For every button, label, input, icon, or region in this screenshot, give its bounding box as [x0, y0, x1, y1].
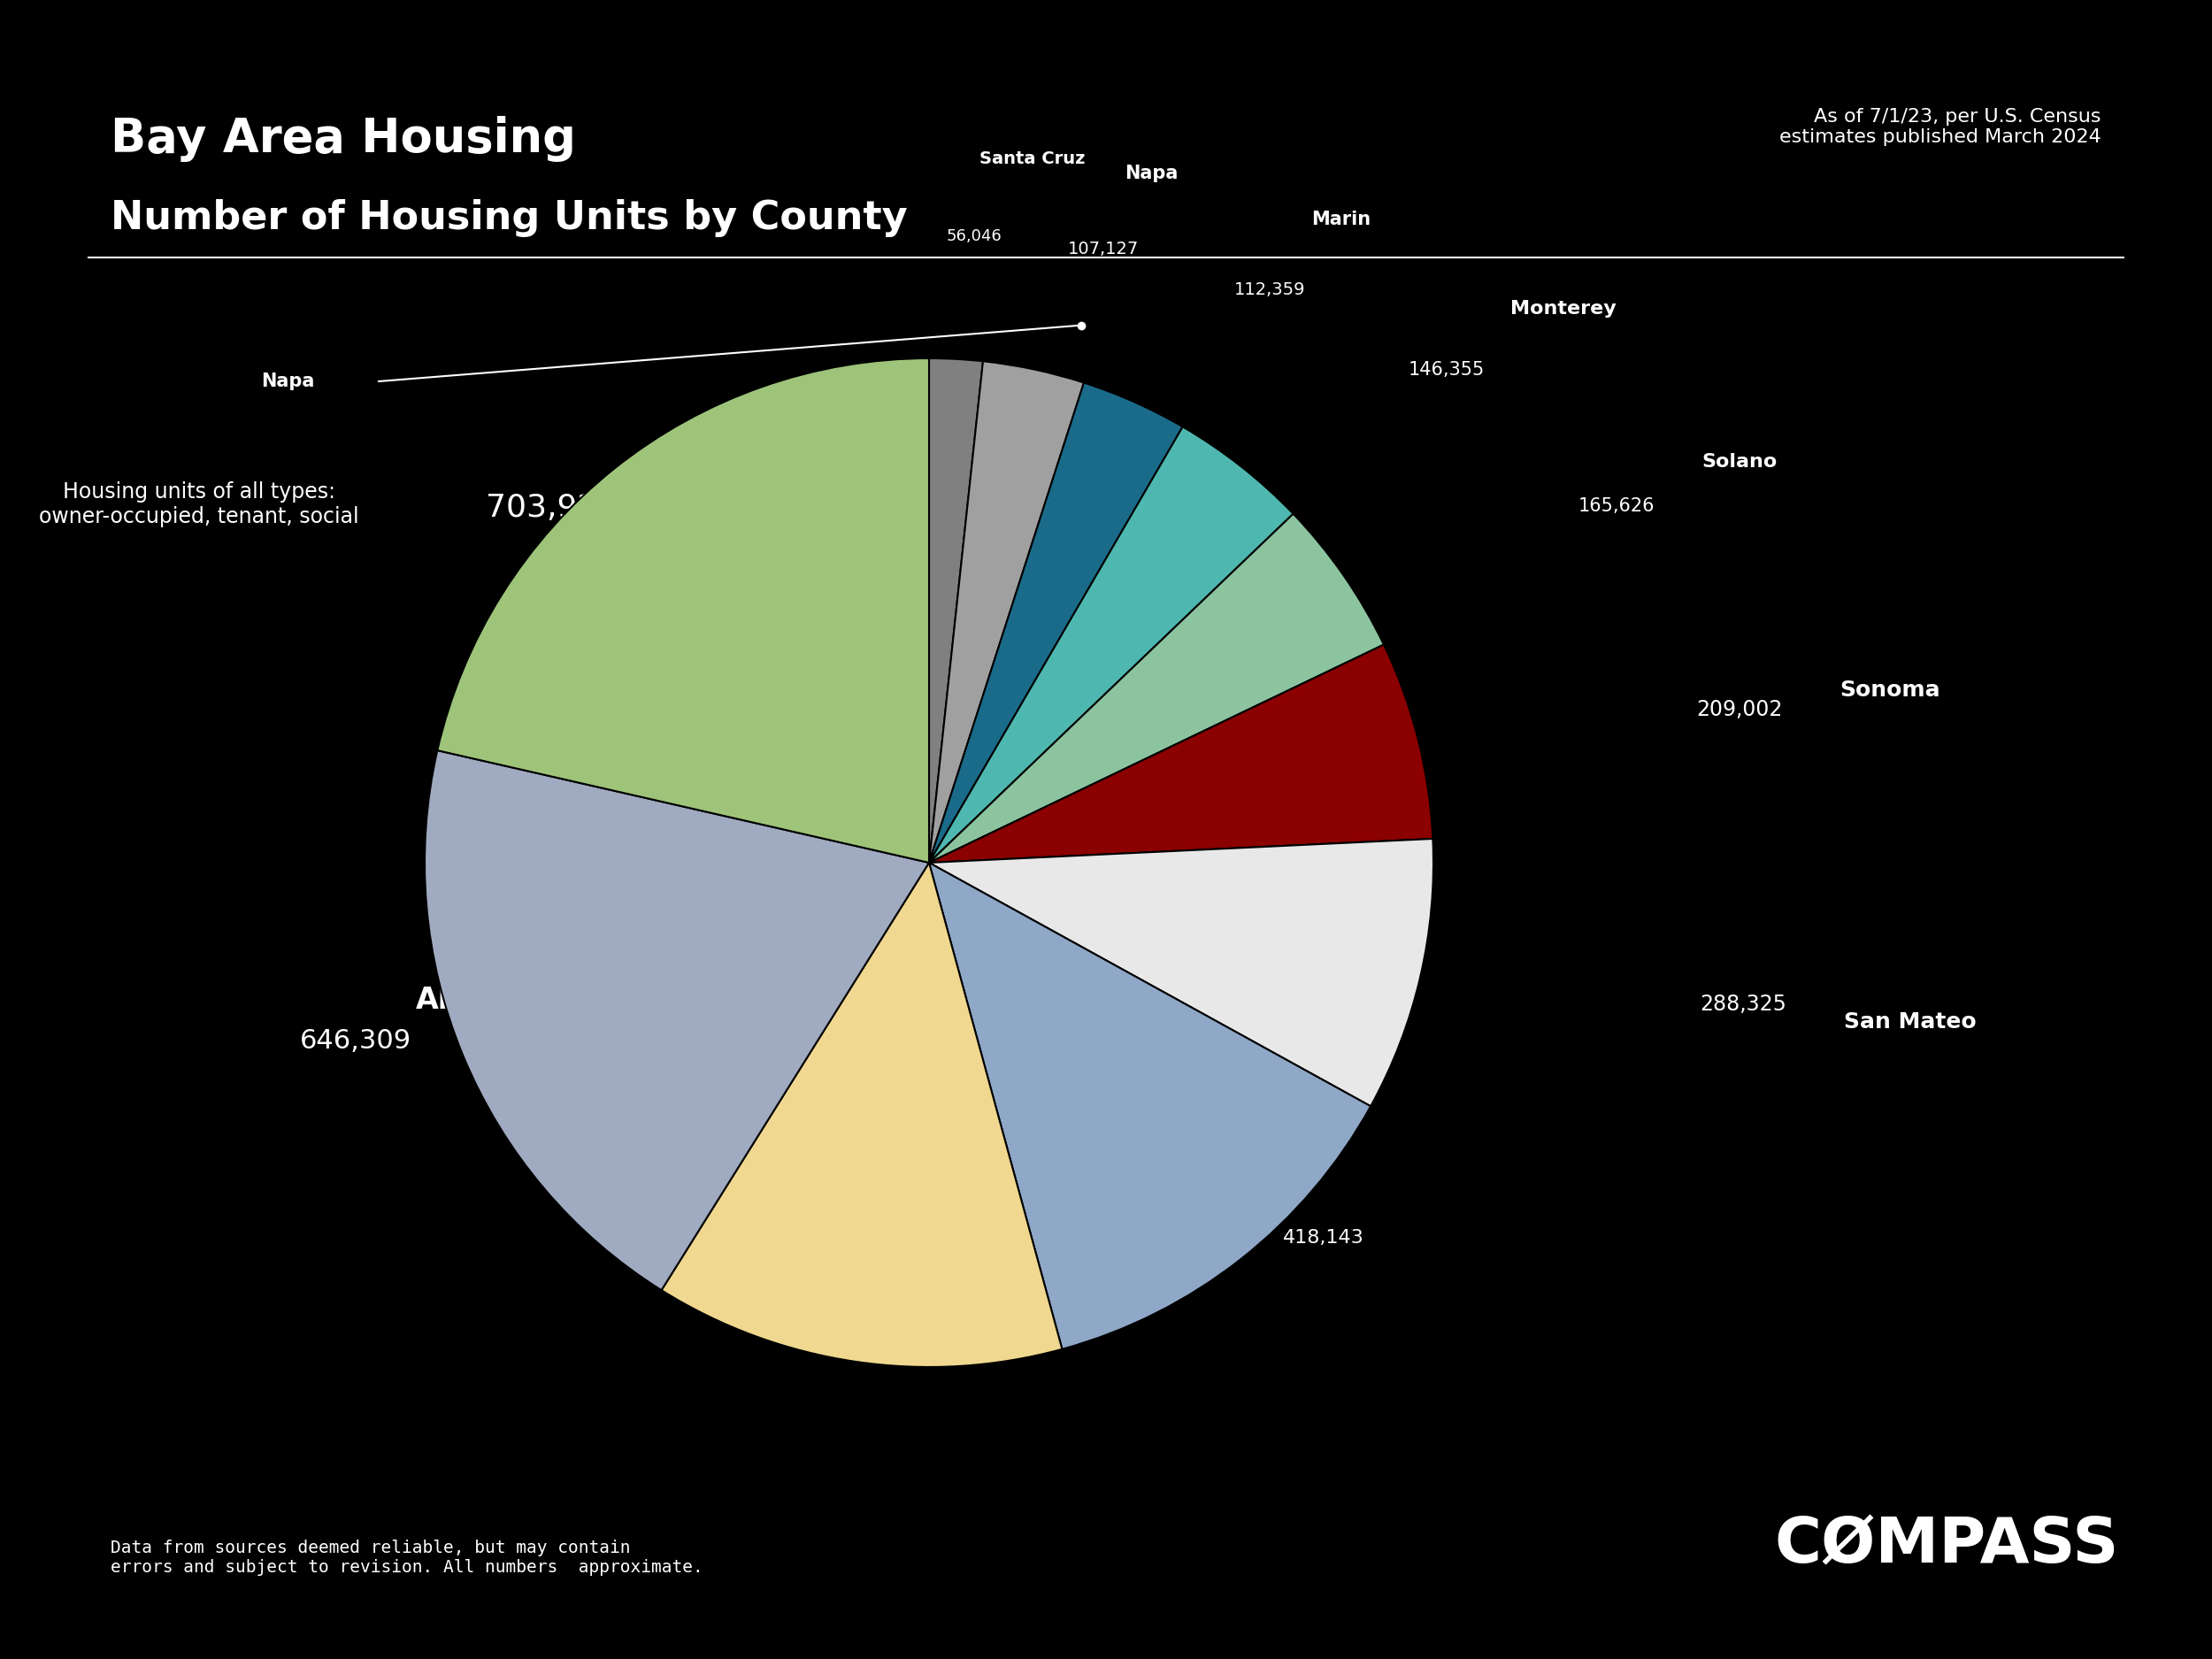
- Text: Housing units of all types:
owner-occupied, tenant, social: Housing units of all types: owner-occupi…: [40, 481, 358, 528]
- Text: 646,309: 646,309: [299, 1029, 411, 1053]
- Wedge shape: [929, 362, 1084, 863]
- Text: San Francisco: San Francisco: [1148, 1143, 1321, 1165]
- Text: Data from sources deemed reliable, but may contain
errors and subject to revisio: Data from sources deemed reliable, but m…: [111, 1540, 703, 1576]
- Text: 165,626: 165,626: [1577, 498, 1655, 514]
- Text: 146,355: 146,355: [1409, 362, 1484, 378]
- Text: As of 7/1/23, per U.S. Census
estimates published March 2024: As of 7/1/23, per U.S. Census estimates …: [1778, 108, 2101, 146]
- Wedge shape: [929, 426, 1294, 863]
- Text: Number of Housing Units by County: Number of Housing Units by County: [111, 199, 907, 237]
- Text: 703,922: 703,922: [487, 493, 617, 523]
- Text: 112,359: 112,359: [1234, 282, 1305, 299]
- Wedge shape: [929, 839, 1433, 1107]
- Wedge shape: [929, 863, 1371, 1349]
- Text: 209,002: 209,002: [1697, 698, 1783, 720]
- Wedge shape: [929, 645, 1433, 863]
- Text: Napa: Napa: [1124, 164, 1179, 182]
- Wedge shape: [661, 863, 1062, 1367]
- Text: 107,127: 107,127: [1068, 241, 1139, 257]
- Text: Napa: Napa: [261, 373, 314, 390]
- Wedge shape: [425, 750, 929, 1291]
- Text: San Mateo: San Mateo: [1845, 1012, 1978, 1034]
- Wedge shape: [929, 514, 1385, 863]
- Text: 56,046: 56,046: [947, 229, 1002, 244]
- Text: CØMPASS: CØMPASS: [1774, 1515, 2119, 1576]
- Text: Monterey: Monterey: [1511, 300, 1617, 319]
- Text: Santa Clara: Santa Clara: [529, 576, 752, 609]
- Text: 432,056: 432,056: [787, 1311, 889, 1335]
- Text: Sonoma: Sonoma: [1840, 680, 1940, 700]
- Text: Contra Costa: Contra Costa: [761, 1204, 958, 1229]
- Text: Marin: Marin: [1312, 211, 1371, 227]
- Wedge shape: [929, 383, 1183, 863]
- Text: Alameda: Alameda: [416, 985, 560, 1015]
- Text: Solano: Solano: [1701, 453, 1776, 471]
- Text: 288,325: 288,325: [1701, 994, 1787, 1015]
- Text: Santa Cruz: Santa Cruz: [980, 151, 1086, 168]
- Text: 418,143: 418,143: [1283, 1229, 1365, 1248]
- Text: Bay Area Housing: Bay Area Housing: [111, 116, 575, 163]
- Wedge shape: [438, 358, 929, 863]
- Wedge shape: [929, 358, 982, 863]
